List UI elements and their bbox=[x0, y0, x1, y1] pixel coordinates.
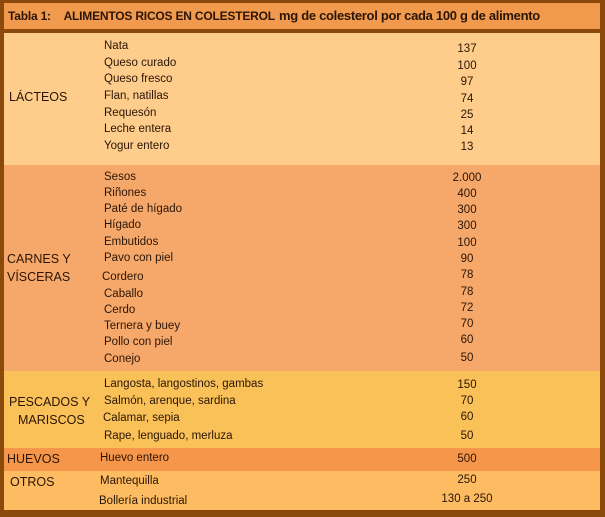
food-name: Salmón, arenque, sardina bbox=[104, 395, 236, 407]
section-carnes: CARNES Y VÍSCERAS Sesos Riñones Paté de … bbox=[4, 165, 600, 371]
cholesterol-value: 100 bbox=[457, 60, 477, 72]
food-name: Yogur entero bbox=[104, 140, 170, 152]
section-otros: OTROS Mantequilla Bollería industrial 25… bbox=[4, 471, 600, 510]
food-name: Ternera y buey bbox=[104, 320, 181, 332]
category-label: HUEVOS bbox=[7, 452, 60, 466]
cholesterol-value: 97 bbox=[460, 76, 474, 88]
cholesterol-value: 78 bbox=[460, 286, 474, 298]
category-label: CARNES Y bbox=[7, 252, 71, 266]
food-name: Cerdo bbox=[104, 304, 136, 316]
food-name: Langosta, langostinos, gambas bbox=[104, 378, 264, 390]
food-name: Paté de hígado bbox=[104, 203, 183, 215]
cholesterol-value: 130 a 250 bbox=[441, 493, 493, 505]
cholesterol-value: 74 bbox=[460, 93, 474, 105]
category-label: LÁCTEOS bbox=[9, 90, 68, 104]
cholesterol-value: 500 bbox=[457, 453, 477, 465]
cholesterol-value: 2.000 bbox=[452, 172, 482, 184]
food-name: Conejo bbox=[104, 353, 141, 365]
table-header: Tabla 1: ALIMENTOS RICOS EN COLESTEROL m… bbox=[4, 3, 600, 29]
food-name: Bollería industrial bbox=[99, 495, 188, 507]
food-name: Riñones bbox=[104, 187, 147, 199]
food-name: Caballo bbox=[104, 288, 143, 300]
cholesterol-value: 50 bbox=[460, 430, 474, 442]
food-name: Hígado bbox=[104, 219, 142, 231]
food-name: Pavo con piel bbox=[104, 252, 174, 264]
category-label: PESCADOS Y bbox=[9, 395, 91, 409]
cholesterol-value: 90 bbox=[460, 253, 474, 265]
cholesterol-value: 137 bbox=[457, 43, 477, 55]
table-label: Tabla 1: bbox=[8, 9, 51, 23]
cholesterol-value: 13 bbox=[460, 141, 474, 153]
cholesterol-value: 14 bbox=[460, 125, 474, 137]
food-name: Calamar, sepia bbox=[103, 412, 180, 424]
food-name: Mantequilla bbox=[100, 475, 159, 487]
cholesterol-value: 300 bbox=[457, 220, 477, 232]
unit-header: mg de colesterol por cada 100 g de alime… bbox=[279, 8, 540, 23]
food-name: Embutidos bbox=[104, 236, 159, 248]
section-pescados: PESCADOS Y MARISCOS Langosta, langostino… bbox=[4, 371, 600, 448]
food-name: Cordero bbox=[102, 271, 144, 283]
section-lacteos: LÁCTEOS Nata Queso curado Queso fresco F… bbox=[4, 33, 600, 165]
food-name: Rape, lenguado, merluza bbox=[104, 430, 233, 442]
cholesterol-value: 60 bbox=[460, 411, 474, 423]
cholesterol-value: 50 bbox=[460, 352, 474, 364]
cholesterol-value: 78 bbox=[460, 269, 474, 281]
food-name: Pollo con piel bbox=[104, 336, 173, 348]
table-title-text: ALIMENTOS RICOS EN COLESTEROL bbox=[63, 9, 276, 23]
category-label: OTROS bbox=[10, 475, 55, 489]
food-name: Queso curado bbox=[104, 57, 177, 69]
food-name: Sesos bbox=[104, 171, 136, 183]
cholesterol-value: 250 bbox=[457, 474, 477, 486]
section-huevos: HUEVOS Huevo entero 500 bbox=[4, 448, 600, 471]
cholesterol-value: 150 bbox=[457, 379, 477, 391]
table-title: Tabla 1: ALIMENTOS RICOS EN COLESTEROL bbox=[8, 9, 275, 23]
food-name: Huevo entero bbox=[100, 452, 170, 464]
category-label: MARISCOS bbox=[18, 413, 85, 427]
food-name: Queso fresco bbox=[104, 73, 173, 85]
cholesterol-value: 70 bbox=[460, 395, 474, 407]
food-name: Leche entera bbox=[104, 123, 172, 135]
cholesterol-value: 300 bbox=[457, 204, 477, 216]
cholesterol-value: 100 bbox=[457, 237, 477, 249]
cholesterol-value: 400 bbox=[457, 188, 477, 200]
cholesterol-value: 25 bbox=[460, 109, 474, 121]
food-name: Requesón bbox=[104, 107, 157, 119]
food-name: Flan, natillas bbox=[104, 90, 169, 102]
category-label: VÍSCERAS bbox=[7, 270, 71, 284]
food-name: Nata bbox=[104, 40, 129, 52]
cholesterol-value: 60 bbox=[460, 334, 474, 346]
cholesterol-value: 70 bbox=[460, 318, 474, 330]
cholesterol-value: 72 bbox=[460, 302, 474, 314]
